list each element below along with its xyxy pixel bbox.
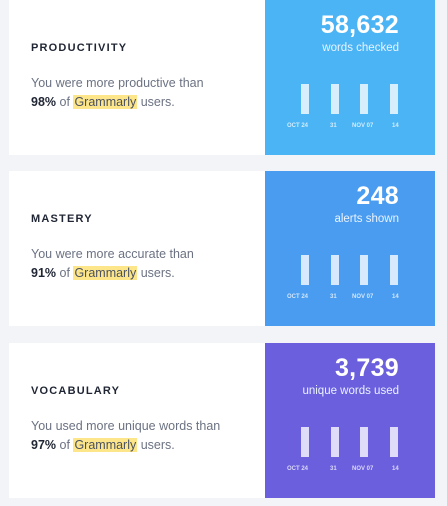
bar-week-4: [390, 427, 398, 457]
description-text: You were more accurate than: [31, 247, 194, 261]
chart-axis: OCT 24 31 NOV 07 14: [265, 123, 435, 135]
brand-highlight: Grammarly: [73, 266, 138, 280]
weekly-bar-chart: [287, 427, 412, 457]
of-text: of: [59, 266, 70, 280]
vocabulary-summary: VOCABULARY You used more unique words th…: [9, 343, 265, 498]
vocabulary-card: VOCABULARY You used more unique words th…: [9, 343, 435, 498]
tick-label: NOV 07: [352, 466, 374, 472]
of-text: of: [59, 95, 70, 109]
stat-label: words checked: [322, 42, 399, 54]
bar-week-3: [360, 84, 368, 114]
stat-panel: 248 alerts shown OCT 24 31 NOV 07 14: [265, 171, 435, 326]
bar-week-2: [331, 427, 339, 457]
card-description: You were more accurate than 91% of Gramm…: [31, 245, 256, 283]
card-description: You used more unique words than 97% of G…: [31, 417, 256, 455]
stat-value: 248: [356, 182, 399, 210]
bar-week-3: [360, 427, 368, 457]
tick-label: 14: [392, 123, 399, 129]
tick-label: OCT 24: [287, 466, 309, 472]
tick-label: NOV 07: [352, 294, 374, 300]
stat-value: 58,632: [320, 11, 399, 39]
users-text: users.: [140, 438, 175, 452]
card-description: You were more productive than 98% of Gra…: [31, 74, 256, 112]
weekly-bar-chart: [287, 255, 412, 285]
percentile-value: 97%: [31, 438, 57, 452]
brand-highlight: Grammarly: [73, 95, 138, 109]
stat-value: 3,739: [334, 354, 399, 382]
bar-week-1: [301, 427, 309, 457]
card-heading: MASTERY: [31, 213, 93, 225]
tick-label: 31: [330, 466, 337, 472]
percentile-value: 98%: [31, 95, 57, 109]
chart-axis: OCT 24 31 NOV 07 14: [265, 294, 435, 306]
tick-label: OCT 24: [287, 123, 309, 129]
weekly-bar-chart: [287, 84, 412, 114]
stat-panel: 58,632 words checked OCT 24 31 NOV 07 14: [265, 0, 435, 155]
bar-week-1: [301, 255, 309, 285]
stat-label: unique words used: [302, 385, 399, 397]
tick-label: 14: [392, 466, 399, 472]
bar-week-2: [331, 84, 339, 114]
bar-week-2: [331, 255, 339, 285]
percentile-value: 91%: [31, 266, 57, 280]
tick-label: OCT 24: [287, 294, 309, 300]
of-text: of: [59, 438, 70, 452]
brand-highlight: Grammarly: [73, 438, 138, 452]
bar-week-3: [360, 255, 368, 285]
bar-week-4: [390, 84, 398, 114]
card-heading: PRODUCTIVITY: [31, 42, 128, 54]
tick-label: 31: [330, 123, 337, 129]
stat-label: alerts shown: [334, 213, 399, 225]
bar-week-4: [390, 255, 398, 285]
productivity-summary: PRODUCTIVITY You were more productive th…: [9, 0, 265, 155]
mastery-summary: MASTERY You were more accurate than 91% …: [9, 171, 265, 326]
description-text: You used more unique words than: [31, 419, 221, 433]
stat-panel: 3,739 unique words used OCT 24 31 NOV 07…: [265, 343, 435, 498]
users-text: users.: [140, 266, 175, 280]
mastery-card: MASTERY You were more accurate than 91% …: [9, 171, 435, 326]
chart-axis: OCT 24 31 NOV 07 14: [265, 466, 435, 478]
users-text: users.: [140, 95, 175, 109]
card-heading: VOCABULARY: [31, 385, 121, 397]
tick-label: 31: [330, 294, 337, 300]
bar-week-1: [301, 84, 309, 114]
productivity-card: PRODUCTIVITY You were more productive th…: [9, 0, 435, 155]
description-text: You were more productive than: [31, 76, 204, 90]
tick-label: NOV 07: [352, 123, 374, 129]
tick-label: 14: [392, 294, 399, 300]
